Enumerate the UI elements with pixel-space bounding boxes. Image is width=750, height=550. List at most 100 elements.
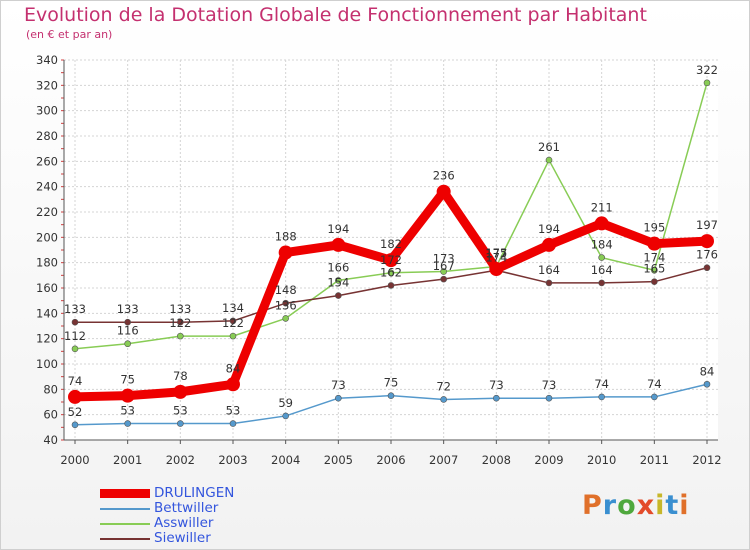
x-tick-label: 2004 bbox=[271, 453, 300, 467]
data-label-bettwiller: 73 bbox=[542, 378, 557, 392]
data-point-bettwiller bbox=[124, 420, 131, 427]
data-point-asswiller bbox=[703, 79, 711, 87]
data-label-bettwiller: 75 bbox=[384, 376, 399, 390]
x-tick-label: 2006 bbox=[376, 453, 405, 467]
y-tick-label: 220 bbox=[36, 205, 58, 219]
y-tick-label: 260 bbox=[36, 154, 58, 168]
data-point-siewiller bbox=[177, 318, 184, 326]
data-point-siewiller bbox=[651, 278, 658, 285]
y-tick-label: 180 bbox=[36, 256, 58, 270]
data-point-siewiller bbox=[282, 299, 289, 307]
data-label-siewiller: 133 bbox=[64, 302, 86, 316]
data-label-asswiller: 122 bbox=[222, 316, 244, 330]
y-tick-label: 100 bbox=[36, 357, 58, 371]
x-tick-label: 2009 bbox=[534, 453, 563, 467]
data-point-bettwiller bbox=[71, 421, 79, 429]
data-label-drulingen: 197 bbox=[696, 218, 718, 232]
data-point-siewiller bbox=[229, 317, 237, 325]
legend-item-drulingen: DRULINGEN bbox=[100, 486, 234, 501]
data-point-asswiller bbox=[387, 269, 395, 277]
data-point-drulingen bbox=[594, 216, 609, 231]
data-point-drulingen bbox=[700, 234, 714, 249]
data-point-bettwiller bbox=[493, 394, 500, 402]
data-point-siewiller bbox=[703, 264, 711, 272]
data-point-asswiller bbox=[177, 332, 184, 340]
data-label-siewiller: 167 bbox=[433, 259, 455, 273]
x-tick-label: 2012 bbox=[692, 453, 721, 467]
data-point-siewiller bbox=[124, 318, 131, 326]
data-point-bettwiller bbox=[545, 394, 553, 402]
data-label-bettwiller: 72 bbox=[436, 379, 451, 393]
data-label-siewiller: 165 bbox=[643, 262, 665, 276]
data-label-asswiller: 173 bbox=[433, 252, 455, 266]
legend-swatch bbox=[100, 489, 150, 498]
data-point-drulingen bbox=[68, 389, 82, 404]
data-label-drulingen: 236 bbox=[433, 169, 455, 183]
data-label-asswiller: 172 bbox=[380, 253, 402, 267]
data-label-siewiller: 133 bbox=[117, 302, 139, 316]
y-tick-label: 200 bbox=[36, 230, 58, 244]
data-point-siewiller bbox=[440, 275, 447, 283]
y-tick-label: 60 bbox=[43, 408, 58, 422]
data-point-drulingen bbox=[647, 236, 662, 251]
data-label-bettwiller: 52 bbox=[68, 405, 83, 419]
axes: 40 60 80 100 120 140 160 180 200 220 240 260 280 300 3… bbox=[36, 53, 722, 467]
data-label-drulingen: 84 bbox=[226, 361, 241, 375]
legend-swatch bbox=[100, 537, 150, 540]
data-label-siewiller: 176 bbox=[696, 248, 718, 262]
data-label-siewiller: 164 bbox=[538, 263, 560, 277]
y-tick-label: 80 bbox=[43, 382, 58, 396]
legend-swatch bbox=[100, 507, 150, 510]
x-tick-label: 2010 bbox=[587, 453, 616, 467]
x-tick-label: 2011 bbox=[640, 453, 669, 467]
data-label-bettwiller: 53 bbox=[173, 404, 188, 418]
y-tick-label: 120 bbox=[36, 332, 58, 346]
x-tick-label: 2007 bbox=[429, 453, 458, 467]
y-tick-label: 40 bbox=[43, 433, 58, 447]
data-point-bettwiller bbox=[387, 392, 395, 399]
y-tick-label: 160 bbox=[36, 281, 58, 295]
x-tick-label: 2005 bbox=[324, 453, 353, 467]
y-tick-label: 240 bbox=[36, 180, 58, 194]
legend-label: DRULINGEN bbox=[154, 485, 235, 501]
data-label-drulingen: 74 bbox=[68, 374, 83, 388]
y-tick-label: 140 bbox=[36, 306, 58, 320]
y-tick-label: 340 bbox=[36, 53, 58, 67]
data-label-asswiller: 177 bbox=[485, 246, 507, 260]
data-point-drulingen bbox=[489, 262, 504, 276]
data-label-siewiller: 154 bbox=[327, 276, 349, 290]
data-point-bettwiller bbox=[703, 380, 711, 388]
legend-swatch bbox=[100, 522, 150, 525]
series-points bbox=[68, 79, 714, 429]
y-tick-label: 320 bbox=[36, 78, 58, 92]
data-label-asswiller: 322 bbox=[696, 63, 718, 77]
legend: DRULINGEN Bettwiller Asswiller Siewiller bbox=[100, 486, 234, 546]
data-point-asswiller bbox=[651, 266, 658, 274]
data-point-asswiller bbox=[124, 340, 131, 348]
data-point-asswiller bbox=[71, 345, 79, 353]
legend-label: Bettwiller bbox=[154, 500, 219, 516]
data-label-drulingen: 195 bbox=[643, 221, 665, 235]
data-point-bettwiller bbox=[282, 412, 289, 420]
data-point-bettwiller bbox=[598, 393, 605, 401]
x-tick-label: 2000 bbox=[60, 453, 89, 467]
data-point-asswiller bbox=[229, 332, 237, 340]
data-point-asswiller bbox=[545, 156, 553, 164]
data-label-asswiller: 122 bbox=[169, 316, 191, 330]
data-label-drulingen: 194 bbox=[538, 222, 560, 236]
chart-title: Evolution de la Dotation Globale de Fonc… bbox=[24, 4, 647, 26]
legend-item-siewiller: Siewiller bbox=[100, 531, 234, 546]
data-label-drulingen: 188 bbox=[275, 230, 297, 244]
data-point-siewiller bbox=[71, 318, 79, 326]
data-label-drulingen: 211 bbox=[591, 200, 613, 214]
data-label-siewiller: 148 bbox=[275, 283, 297, 297]
data-label-bettwiller: 84 bbox=[700, 364, 715, 378]
data-point-drulingen bbox=[331, 237, 346, 252]
data-label-asswiller: 261 bbox=[538, 140, 560, 154]
data-point-bettwiller bbox=[651, 393, 658, 401]
data-label-drulingen: 75 bbox=[120, 373, 135, 387]
data-label-bettwiller: 53 bbox=[226, 404, 241, 418]
data-label-asswiller: 174 bbox=[643, 250, 665, 264]
data-point-drulingen bbox=[542, 237, 556, 252]
proxiti-logo: Proxiti bbox=[582, 490, 690, 521]
